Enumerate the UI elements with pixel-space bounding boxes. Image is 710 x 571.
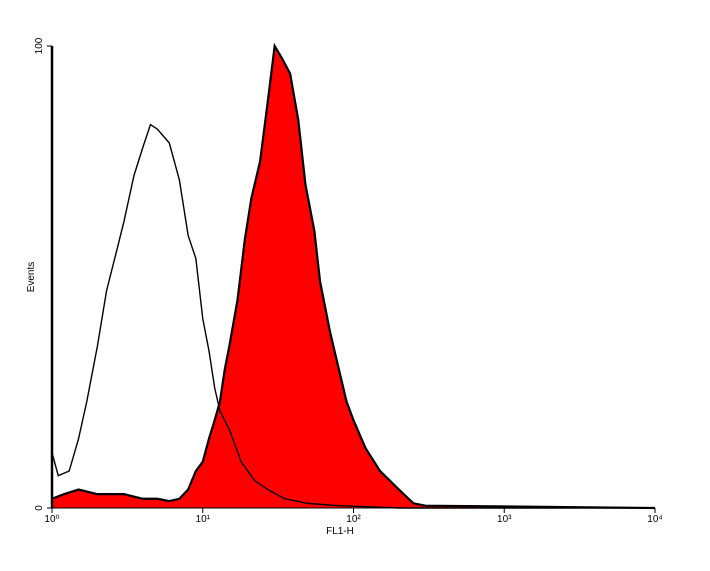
outline-histogram	[51, 123, 655, 509]
x-tick-label: 10¹	[196, 514, 211, 525]
y-tick-label: 0	[34, 505, 45, 511]
y-axis-label: Events	[26, 262, 37, 293]
filled-area	[52, 46, 655, 508]
x-tick-label: 10⁴	[647, 514, 662, 525]
x-tick-label: 10⁰	[44, 514, 59, 525]
x-tick-label: 10²	[346, 514, 361, 525]
x-tick-label: 10³	[497, 514, 512, 525]
y-tick-label: 100	[34, 37, 45, 54]
x-axis-label: FL1-H	[326, 526, 354, 537]
filled-outline	[51, 42, 656, 510]
